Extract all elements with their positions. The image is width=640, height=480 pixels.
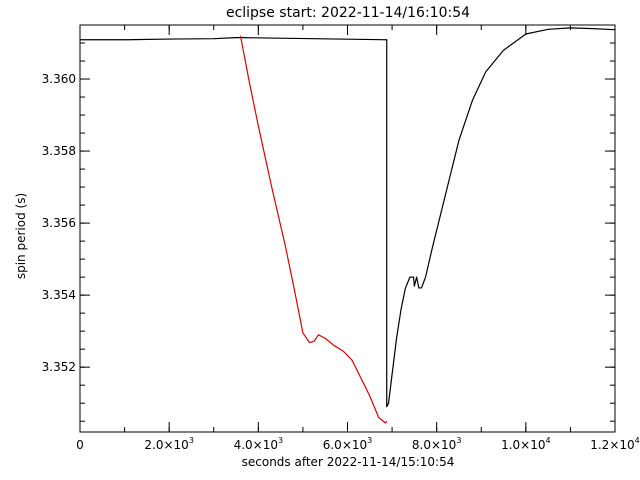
x-tick-label: 1.2×104 <box>590 436 640 452</box>
plot-frame <box>79 24 616 433</box>
x-tick-label: 2.0×103 <box>144 436 194 452</box>
y-axis-label: spin period (s) <box>14 193 28 279</box>
x-tick-label: 0 <box>76 438 84 452</box>
x-tick-exponent: 4 <box>635 436 640 445</box>
x-tick-exponent: 3 <box>456 436 461 445</box>
x-tick-exponent: 4 <box>545 436 550 445</box>
x-tick-mantissa: 0 <box>76 438 84 452</box>
x-tick-mantissa: 4.0×10 <box>234 438 278 452</box>
x-tick-mantissa: 8.0×10 <box>412 438 456 452</box>
x-tick-mantissa: 1.0×10 <box>501 438 545 452</box>
series-group <box>80 27 616 424</box>
x-tick-label: 1.0×104 <box>501 436 551 452</box>
x-tick-exponent: 3 <box>367 436 372 445</box>
y-tick-label: 3.358 <box>42 144 76 158</box>
y-tick-label: 3.354 <box>42 288 76 302</box>
x-tick-exponent: 3 <box>189 436 194 445</box>
series-line-1 <box>239 35 388 424</box>
series-line-0 <box>80 27 616 408</box>
y-tick-label: 3.352 <box>42 360 76 374</box>
x-axis-label: seconds after 2022-11-14/15:10:54 <box>242 455 455 469</box>
x-tick-exponent: 3 <box>278 436 283 445</box>
x-tick-mantissa: 1.2×10 <box>590 438 634 452</box>
y-tick-label: 3.360 <box>42 72 76 86</box>
x-tick-label: 6.0×103 <box>323 436 373 452</box>
x-tick-label: 8.0×103 <box>412 436 462 452</box>
axis-ticks: 0 2.0×103 4.0×103 6.0×103 8.0×103 1.0×104 1.2×… <box>42 24 640 452</box>
x-tick-label: 4.0×103 <box>234 436 284 452</box>
y-tick-label: 3.356 <box>42 216 76 230</box>
x-tick-mantissa: 6.0×10 <box>323 438 367 452</box>
chart-title: eclipse start: 2022-11-14/16:10:54 <box>226 5 470 21</box>
x-tick-mantissa: 2.0×10 <box>144 438 188 452</box>
